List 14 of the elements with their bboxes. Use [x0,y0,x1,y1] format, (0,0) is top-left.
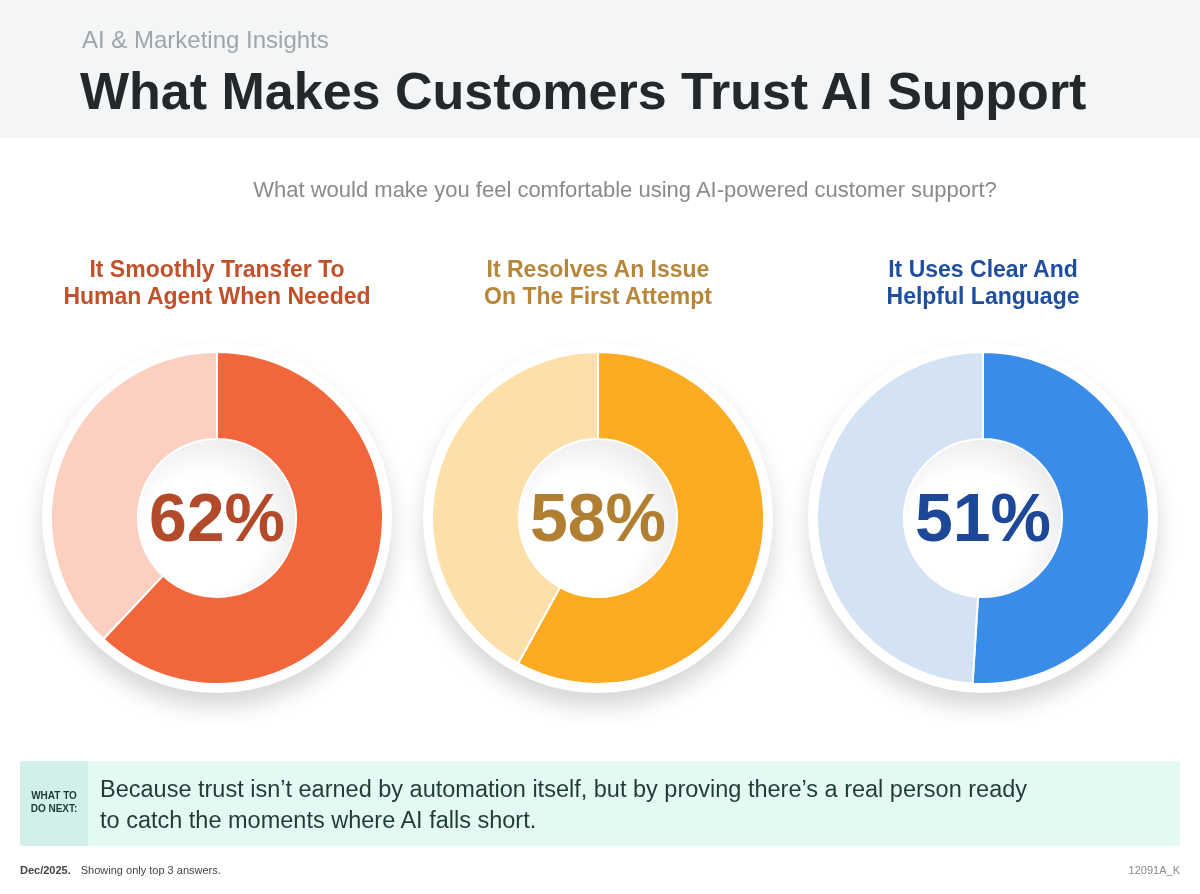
text: Showing only top 3 answers. [80,863,221,877]
data-label: 58% [529,478,667,555]
text: WHAT TO DO NEXT: [29,789,79,815]
text: What Makes Customers Trust AI Support [80,62,1087,120]
chart-title: It Smoothly Transfer To Human Agent When Needed [62,256,372,310]
text: Because trust isn’t earned by automation itself, but by proving there’s a real person ready to catch the moments where AI falls short. [100,775,1029,835]
chart-title: It Uses Clear And Helpful Language [885,256,1081,310]
data-label: 62% [148,478,286,555]
text: AI & Marketing Insights [82,26,329,54]
text: Dec/2025. [20,863,71,877]
text: What would make you feel comfortable using AI-powered customer support? [252,176,998,204]
chart-title: It Resolves An Issue On The First Attempt [483,256,713,310]
data-label: 51% [914,478,1052,555]
text: 12091A_K [1128,863,1180,877]
